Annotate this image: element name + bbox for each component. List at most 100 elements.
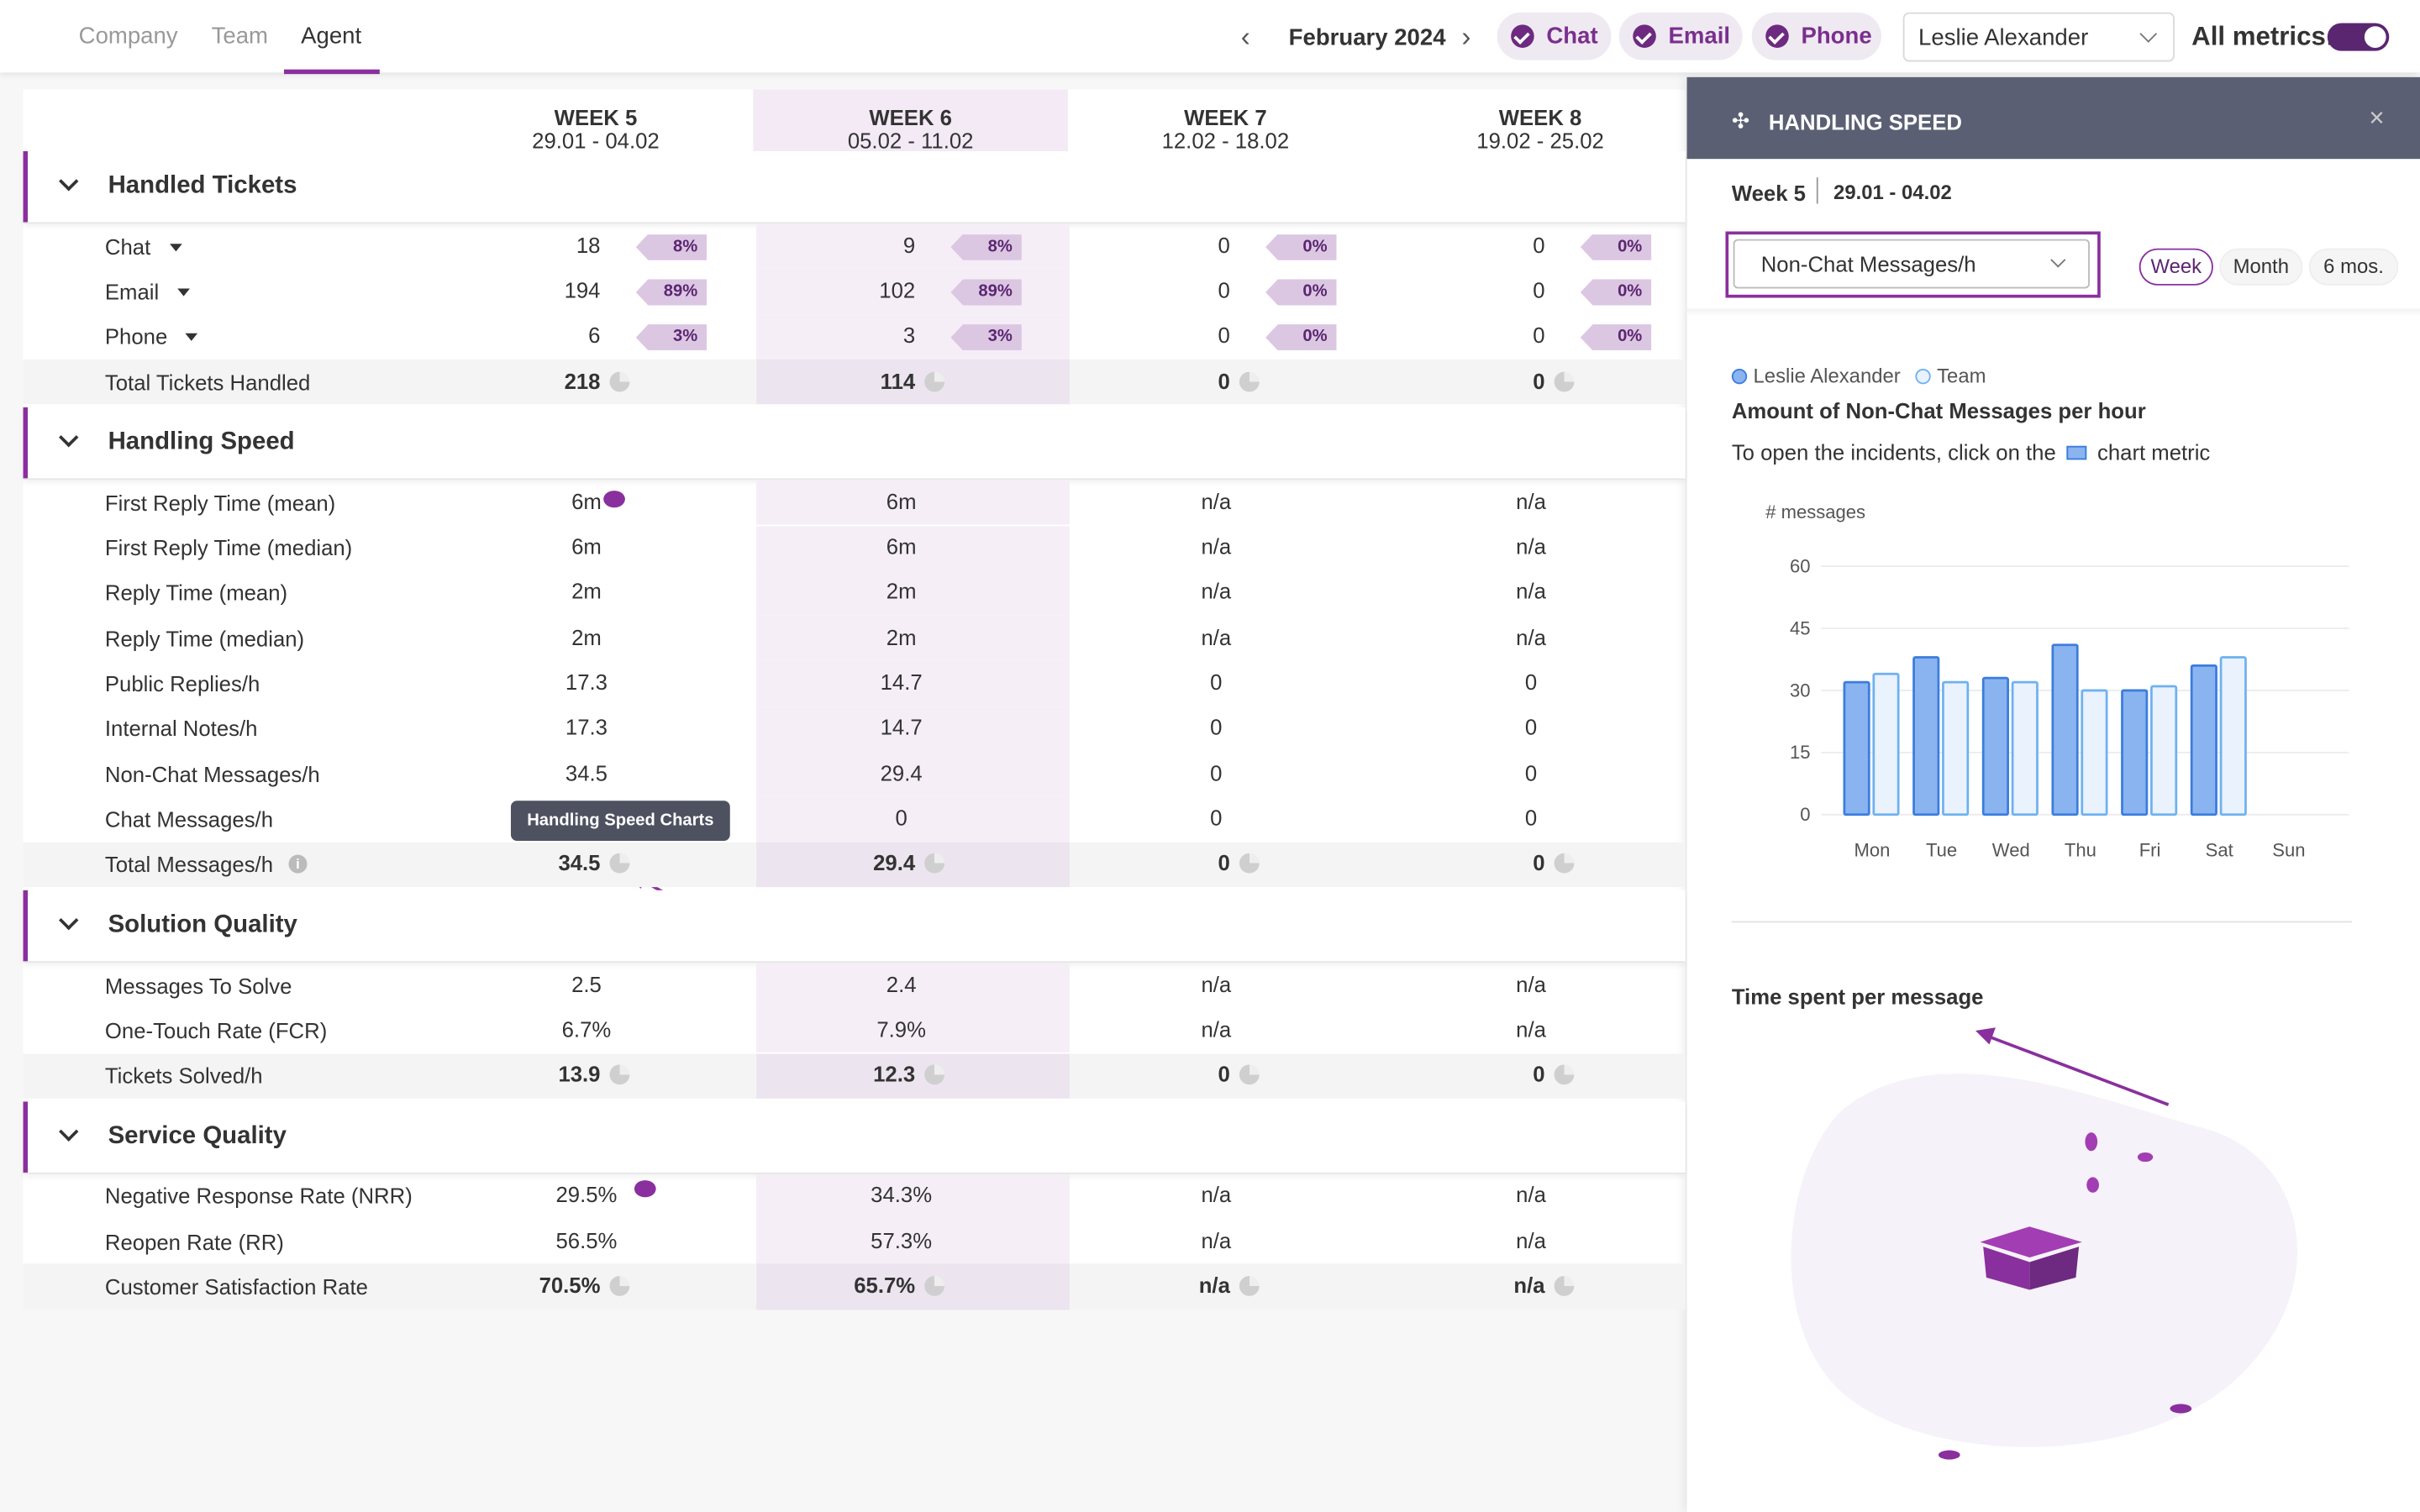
channel-chip[interactable]: Email <box>1618 12 1743 60</box>
period-button[interactable]: Week <box>2139 248 2213 286</box>
prev-month[interactable]: ‹ <box>1240 21 1250 53</box>
pie-icon[interactable] <box>609 853 630 874</box>
row-dropdown[interactable] <box>185 333 198 342</box>
bar[interactable] <box>1872 672 1900 816</box>
section-title: Service Quality <box>108 1122 287 1149</box>
cell-value: n/a <box>1516 533 1546 559</box>
petal <box>2086 1177 2099 1193</box>
y-tick-label: 60 <box>1790 555 1811 576</box>
week-cell-bg <box>756 1007 1070 1053</box>
cell-value: 7.9% <box>876 1016 926 1042</box>
row-dropdown[interactable] <box>177 288 190 297</box>
pie-icon[interactable] <box>924 1064 945 1085</box>
week-cell-bg <box>756 796 1070 843</box>
move-icon[interactable]: ✣ <box>1731 108 1750 133</box>
section-accent <box>23 407 29 479</box>
row-dropdown[interactable] <box>170 243 182 251</box>
bar[interactable] <box>2219 656 2247 816</box>
week-name: WEEK 8 <box>1498 104 1582 130</box>
cell-value: n/a <box>1201 533 1232 559</box>
cell-value: n/a <box>1516 624 1546 649</box>
next-month[interactable]: › <box>1461 21 1471 53</box>
month: February 2024 <box>1288 24 1446 51</box>
bar[interactable] <box>2011 680 2039 816</box>
channel-chip[interactable]: Phone <box>1751 12 1881 60</box>
arrow-head <box>1975 1027 1996 1045</box>
pie-icon[interactable] <box>1239 1276 1260 1296</box>
pie-icon[interactable] <box>1554 370 1575 391</box>
week-range: 29.01 - 04.02 <box>532 128 660 153</box>
tab[interactable]: Agent <box>301 23 362 50</box>
week-range: 12.02 - 18.02 <box>1161 128 1290 153</box>
section-title: Handled Tickets <box>108 172 297 199</box>
cell-value: 12.3 <box>873 1061 916 1087</box>
pie-icon[interactable] <box>1239 853 1260 874</box>
bar[interactable] <box>1942 680 1970 816</box>
pie-icon[interactable] <box>1554 853 1575 874</box>
pie-icon[interactable] <box>1239 370 1260 391</box>
pie-icon[interactable] <box>924 1276 945 1296</box>
bar[interactable] <box>1981 676 2009 816</box>
week-cell-bg <box>756 1053 1070 1099</box>
section-title: Handling Speed <box>108 428 295 456</box>
bar[interactable] <box>1843 680 1870 816</box>
separator <box>1816 177 1818 204</box>
caret <box>2050 252 2066 268</box>
agent-select[interactable]: Leslie Alexander <box>1902 12 2175 62</box>
bar[interactable] <box>2190 664 2217 816</box>
bar[interactable] <box>2051 643 2079 816</box>
period-button[interactable]: 6 mos. <box>2308 248 2399 286</box>
pie-icon[interactable] <box>609 1276 630 1296</box>
tab[interactable]: Company <box>78 23 178 50</box>
row-label: Tickets Solved/h <box>104 1063 263 1089</box>
cell-value: n/a <box>1516 579 1546 604</box>
legend-swatch <box>1915 368 1931 385</box>
toggle[interactable] <box>2327 23 2390 51</box>
bar[interactable] <box>2081 689 2108 816</box>
x-tick-label: Thu <box>2065 839 2096 860</box>
row-label: Total Messages/h <box>104 852 274 877</box>
cell-value: 0 <box>1524 805 1538 831</box>
legend-label: Leslie Alexander <box>1753 364 1901 388</box>
cell-value: 14.7 <box>880 669 923 695</box>
cell-value: n/a <box>1516 488 1546 514</box>
share-badge: 0% <box>1580 324 1652 351</box>
y-tick-label: 0 <box>1800 804 1810 825</box>
cell-value: 102 <box>879 277 916 302</box>
pie-icon[interactable] <box>609 1064 630 1085</box>
metric-swatch <box>2066 445 2087 460</box>
cell-value: 14.7 <box>880 715 923 740</box>
cell-value: 56.5% <box>555 1227 618 1252</box>
cell-value: n/a <box>1201 488 1232 514</box>
week-cell-bg <box>756 525 1070 571</box>
bar[interactable] <box>2121 689 2149 816</box>
bar[interactable] <box>2150 685 2178 816</box>
x-tick-label: Mon <box>1854 839 1891 860</box>
cell-value: 0 <box>1533 277 1545 302</box>
share-badge: 3% <box>950 324 1022 351</box>
box-left <box>1983 1247 2030 1290</box>
tab[interactable]: Team <box>211 23 269 50</box>
x-tick-label: Tue <box>1926 839 1957 860</box>
cell-value: 0 <box>1218 368 1230 393</box>
cell-value: 0 <box>1218 323 1230 348</box>
period-button[interactable]: Month <box>2219 248 2303 286</box>
channel-chip[interactable]: Chat <box>1497 12 1612 60</box>
close[interactable]: × <box>2369 103 2385 133</box>
pie-icon[interactable] <box>924 853 945 874</box>
pie-icon[interactable] <box>1239 1064 1260 1085</box>
pie-icon[interactable] <box>924 370 945 391</box>
week-cell-bg <box>756 842 1070 887</box>
bar[interactable] <box>1912 656 1940 816</box>
share-badge: 0% <box>1580 279 1652 306</box>
cell-value: n/a <box>1201 1227 1232 1252</box>
week-cell-bg <box>756 616 1070 661</box>
pie-icon[interactable] <box>1554 1276 1575 1296</box>
pie-icon[interactable] <box>609 370 630 391</box>
metric-select[interactable]: Non-Chat Messages/h <box>1733 239 2090 289</box>
row-label: Reply Time (mean) <box>104 580 288 606</box>
pie-icon[interactable] <box>1554 1064 1575 1085</box>
row-label: Negative Response Rate (NRR) <box>104 1184 413 1209</box>
week-range: 19.02 - 25.02 <box>1476 128 1604 153</box>
week-cell-bg <box>756 962 1070 1008</box>
